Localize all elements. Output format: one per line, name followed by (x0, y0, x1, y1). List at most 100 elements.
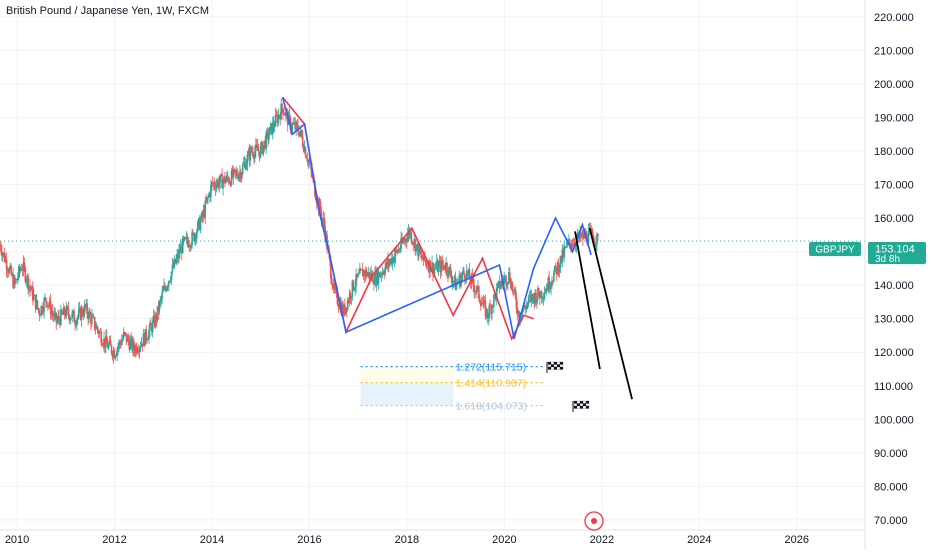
candle-body (566, 242, 568, 248)
candle-body (230, 170, 233, 186)
candle-body (437, 264, 440, 272)
candle-body (243, 162, 246, 164)
candle-body (165, 288, 167, 291)
candle-body (53, 313, 56, 317)
candle-body (6, 269, 9, 272)
candle-body (146, 339, 148, 341)
candle-body (151, 325, 153, 332)
candle-body (293, 122, 296, 125)
fib-zone-upper (360, 366, 454, 383)
candle-body (158, 302, 161, 313)
candle-body (367, 272, 370, 275)
candle-body (47, 305, 50, 306)
candle-body (210, 182, 213, 186)
candle-body (391, 257, 394, 265)
zigzag-blue-line[interactable] (281, 97, 592, 340)
candle-body (347, 300, 350, 302)
candle-body (474, 290, 476, 292)
candle-body (140, 343, 143, 347)
candle-body (416, 243, 418, 246)
candle-body (490, 306, 492, 314)
zigzag-drawings[interactable] (281, 96, 592, 341)
candle-body (436, 260, 439, 272)
candle-body (15, 279, 17, 283)
candle-body (10, 265, 13, 276)
target-icon[interactable] (584, 511, 604, 531)
candle-body (534, 292, 536, 304)
candle-body (344, 304, 346, 314)
fib-level-label: 1.414(110.937) (456, 378, 526, 390)
projection-line[interactable] (574, 231, 601, 370)
y-tick-label: 210.000 (874, 45, 914, 57)
candle-body (284, 114, 286, 116)
candle-body (523, 305, 525, 310)
candle-body (177, 254, 179, 259)
projection-lines[interactable] (574, 227, 633, 400)
candle-body (259, 146, 262, 158)
candle-body (25, 281, 28, 282)
candle-body (16, 279, 18, 281)
flag-icon-1[interactable] (546, 361, 564, 373)
candle-body (121, 338, 124, 341)
candle-body (307, 160, 310, 163)
candle-body (279, 115, 282, 120)
candle-body (40, 305, 43, 316)
flag-cell (582, 403, 587, 407)
fib-zone[interactable] (360, 366, 454, 406)
x-tick-label: 2018 (395, 534, 419, 546)
y-tick-label: 190.000 (874, 112, 914, 124)
candle-body (383, 273, 386, 275)
candle-body (145, 329, 147, 340)
candle-body (529, 295, 532, 297)
candle-body (12, 274, 14, 288)
y-tick-label: 140.000 (874, 280, 914, 292)
projection-line[interactable] (588, 227, 633, 400)
candle-body (495, 287, 498, 300)
candle-body (368, 272, 371, 279)
candle-body (473, 285, 476, 292)
candle-body (232, 169, 235, 178)
candle-body (14, 277, 16, 283)
flag-cell (585, 405, 590, 409)
candle-body (13, 277, 15, 288)
flag-cell (576, 400, 581, 404)
candle-body (256, 146, 259, 151)
candle-body (155, 314, 158, 321)
candle-body (208, 193, 210, 197)
price-badge[interactable]: GBPJPY 153.104 3d 8h (809, 242, 926, 265)
candle-body (318, 201, 321, 211)
candle-body (247, 150, 250, 155)
time-axis[interactable]: 2010 2012 2014 2016 2018 2020 2022 2024 2026 (5, 534, 809, 546)
candle-body (595, 244, 597, 246)
candle-body (496, 283, 499, 288)
candle-body (579, 231, 581, 238)
x-tick-label: 2016 (297, 534, 321, 546)
candle-body (497, 281, 500, 284)
candle-body (44, 297, 46, 300)
candle-body (294, 122, 297, 130)
candle-body (544, 291, 547, 294)
candle-body (445, 262, 447, 271)
candle-body (270, 123, 273, 135)
price-axis[interactable]: 70.000 80.000 90.000 100.000 110.000 120.000 1… (874, 12, 914, 527)
candle-body (587, 230, 590, 244)
candle-body (485, 309, 488, 317)
flag-cell (547, 364, 552, 368)
candle-body (292, 123, 295, 125)
candle-body (242, 163, 245, 166)
candle-body (536, 298, 538, 304)
candle-body (115, 355, 118, 357)
flag-icon-2[interactable] (572, 400, 590, 412)
price-badge-price-bg (868, 242, 926, 264)
candle-body (24, 267, 27, 282)
candle-body (524, 307, 527, 310)
flags[interactable] (546, 361, 590, 412)
price-badge-symbol: GBPJPY (815, 245, 855, 256)
candle-body (77, 309, 80, 317)
candle-body (410, 232, 413, 243)
candle-body (539, 291, 542, 299)
candle-body (21, 270, 24, 271)
candle-body (302, 145, 305, 152)
